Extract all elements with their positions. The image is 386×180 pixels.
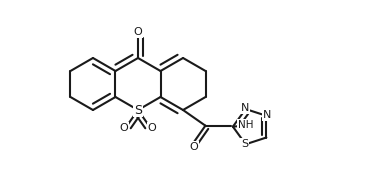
Text: N: N [240,103,249,113]
Text: NH: NH [238,120,253,130]
Text: O: O [190,142,198,152]
Text: O: O [120,123,129,133]
Text: N: N [263,110,271,120]
Text: S: S [241,139,248,149]
Text: O: O [134,27,142,37]
Text: O: O [147,123,156,133]
Text: S: S [134,103,142,116]
